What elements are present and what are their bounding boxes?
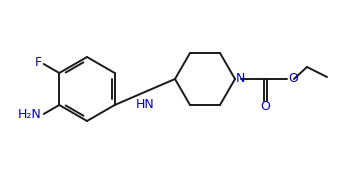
- Text: F: F: [35, 57, 42, 70]
- Text: H₂N: H₂N: [18, 108, 42, 121]
- Text: O: O: [288, 71, 298, 84]
- Text: HN: HN: [136, 98, 154, 111]
- Text: O: O: [260, 101, 270, 114]
- Text: N: N: [236, 71, 245, 84]
